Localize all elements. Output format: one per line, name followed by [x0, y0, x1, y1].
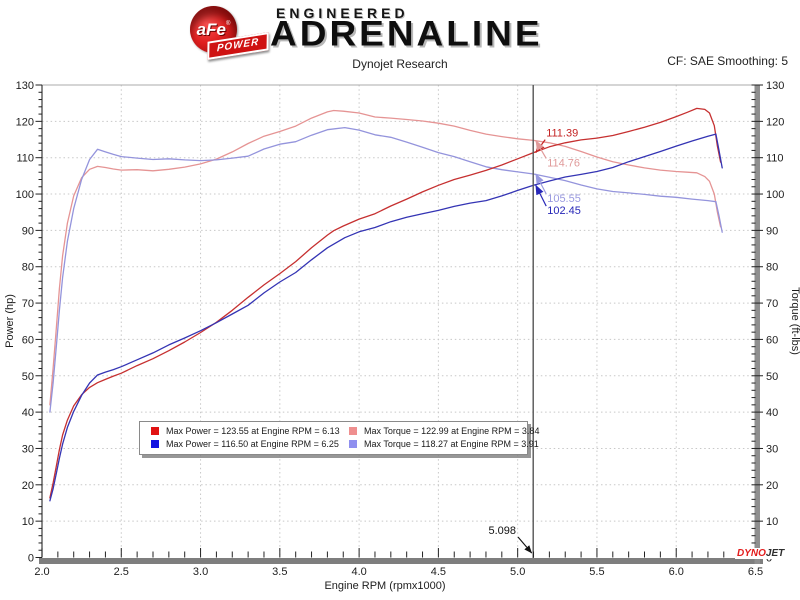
svg-text:90: 90: [22, 225, 34, 237]
smoothing-label: CF: SAE Smoothing: 5: [667, 54, 788, 68]
svg-text:5.0: 5.0: [510, 566, 525, 578]
svg-text:2.0: 2.0: [34, 566, 49, 578]
y-axis-title-right: Torque (ft-lbs): [789, 287, 800, 355]
callout-value: 105.55: [547, 193, 581, 205]
brand-engineered: ENGINEERED: [276, 5, 409, 21]
afe-logo-text: aFe: [196, 19, 226, 39]
callout-value: 114.76: [547, 157, 580, 169]
svg-text:120: 120: [766, 116, 784, 128]
dynojet-watermark: DYNOJET: [735, 548, 787, 559]
svg-text:90: 90: [766, 225, 778, 237]
svg-text:80: 80: [766, 262, 778, 274]
svg-text:120: 120: [16, 116, 34, 128]
svg-text:10: 10: [22, 516, 34, 528]
chart-subtitle: Dynojet Research: [352, 57, 448, 71]
registered-mark: ®: [225, 20, 231, 27]
legend-swatch-torque-stock: [349, 439, 357, 448]
svg-text:50: 50: [22, 371, 34, 383]
callout-value: 102.45: [547, 205, 581, 217]
cursor-rpm-label: 5.098: [488, 525, 516, 537]
axis-tick-labels: 2.02.53.03.54.04.55.05.56.06.50010102020…: [4, 80, 800, 592]
svg-text:110: 110: [766, 153, 784, 165]
svg-text:20: 20: [766, 480, 778, 492]
svg-text:130: 130: [766, 80, 784, 92]
svg-text:3.5: 3.5: [272, 566, 287, 578]
svg-text:80: 80: [22, 262, 34, 274]
right-axis-bar: [754, 85, 760, 564]
legend-entry-torque-stock: Max Torque = 118.27 at Engine RPM = 3.91: [364, 438, 539, 449]
svg-text:30: 30: [766, 443, 778, 455]
svg-text:60: 60: [22, 334, 34, 346]
callout-value: 111.39: [546, 128, 578, 140]
dynojet-watermark-red: DYNO: [737, 548, 766, 559]
svg-text:6.0: 6.0: [669, 566, 684, 578]
dyno-curves: [49, 107, 723, 502]
curve-power-stock: [49, 133, 723, 502]
y-axis-title-left: Power (hp): [4, 294, 16, 348]
legend-entry-power-tuned: Max Power = 123.55 at Engine RPM = 6.13: [166, 425, 340, 436]
svg-text:20: 20: [22, 480, 34, 492]
legend-entry-torque-tuned: Max Torque = 122.99 at Engine RPM = 3.84: [364, 425, 540, 436]
legend-swatch-power-tuned: [151, 426, 159, 435]
svg-text:3.0: 3.0: [193, 566, 208, 578]
x-axis-title: Engine RPM (rpmx1000): [324, 580, 445, 592]
svg-text:100: 100: [766, 189, 784, 201]
svg-text:130: 130: [16, 80, 34, 92]
curve-torque-tuned: [49, 109, 722, 406]
svg-text:10: 10: [766, 516, 778, 528]
svg-text:0: 0: [28, 553, 34, 565]
legend-swatch-torque-tuned: [349, 426, 357, 435]
svg-text:100: 100: [16, 189, 34, 201]
dynojet-watermark-dark: JET: [765, 548, 785, 559]
legend-swatch-power-stock: [151, 439, 159, 448]
brand-adrenaline: ADRENALINE: [270, 14, 543, 53]
svg-text:70: 70: [766, 298, 778, 310]
svg-text:4.0: 4.0: [351, 566, 366, 578]
svg-text:2.5: 2.5: [114, 566, 129, 578]
svg-text:5.5: 5.5: [589, 566, 604, 578]
curve-torque-stock: [49, 126, 723, 413]
svg-text:110: 110: [16, 153, 34, 165]
axis-ticks: [35, 84, 763, 558]
svg-text:40: 40: [22, 407, 34, 419]
svg-text:6.5: 6.5: [748, 566, 763, 578]
x-axis-bar: [39, 558, 763, 564]
svg-text:40: 40: [766, 407, 778, 419]
svg-text:60: 60: [766, 334, 778, 346]
curve-power-tuned: [49, 107, 722, 499]
svg-text:4.5: 4.5: [431, 566, 446, 578]
legend-entry-power-stock: Max Power = 116.50 at Engine RPM = 6.25: [166, 438, 339, 449]
svg-text:50: 50: [766, 371, 778, 383]
svg-text:30: 30: [22, 443, 34, 455]
svg-text:70: 70: [22, 298, 34, 310]
legend-box: Max Power = 123.55 at Engine RPM = 6.13 …: [139, 421, 539, 455]
